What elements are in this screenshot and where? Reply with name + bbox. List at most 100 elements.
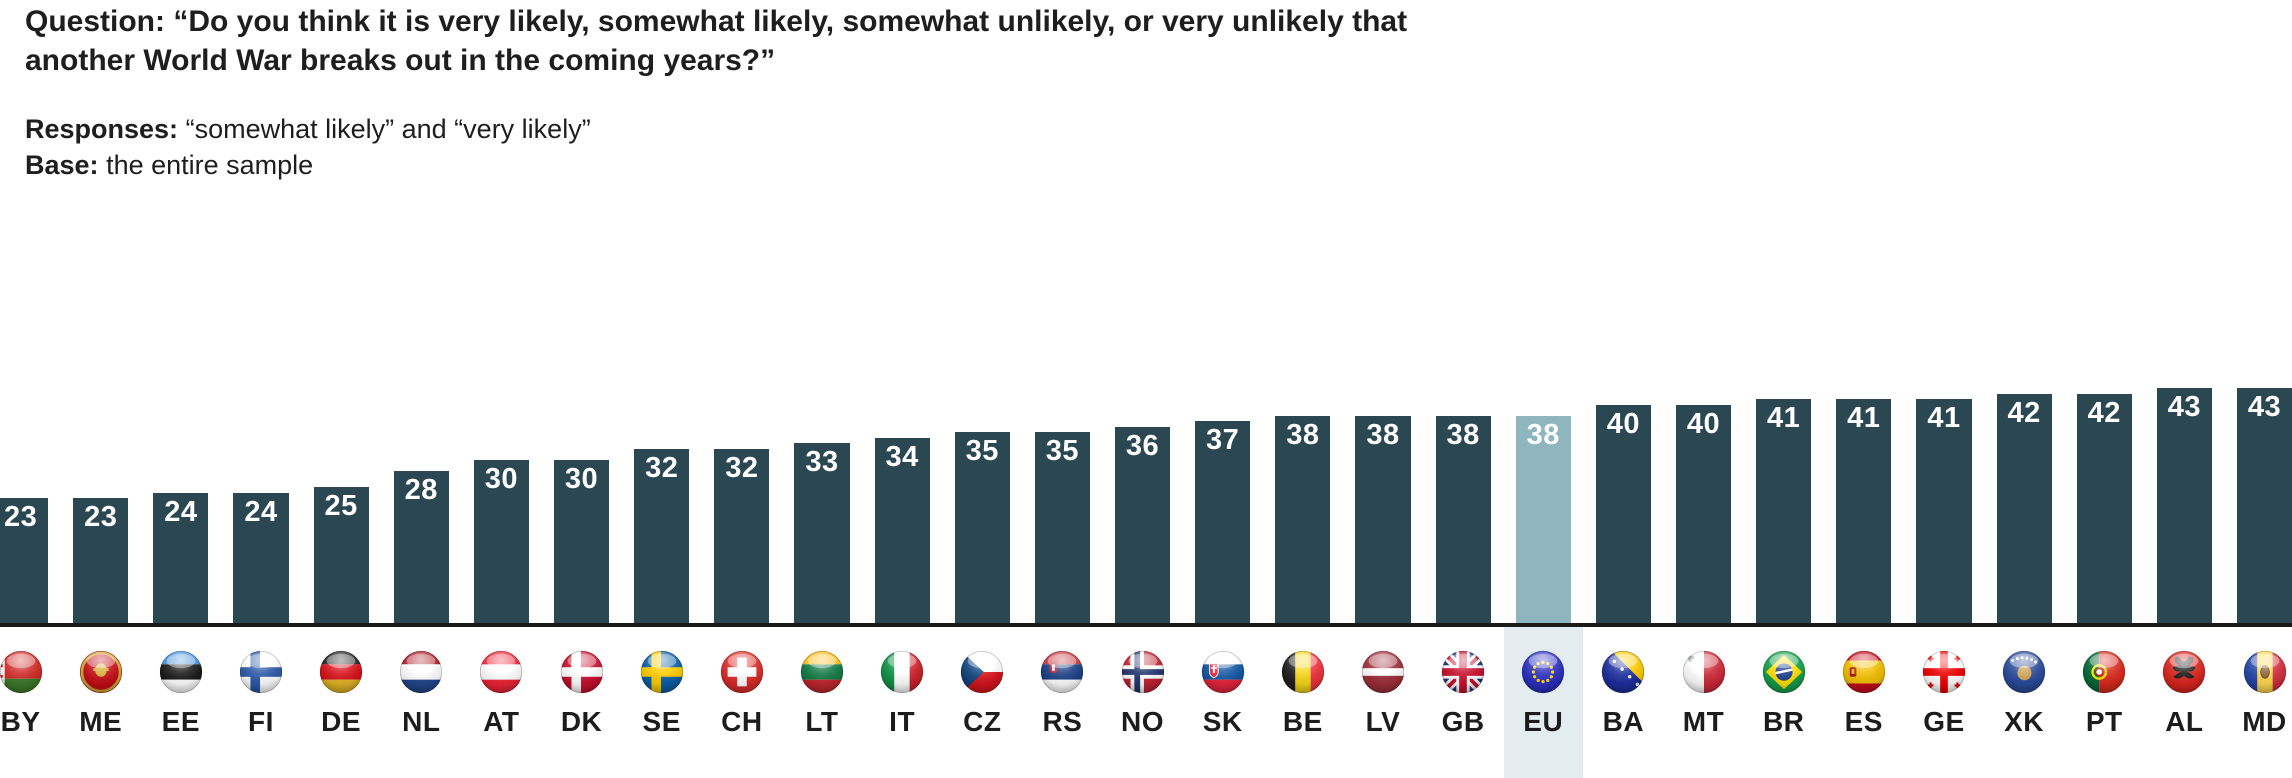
bar-value-label: 34 <box>885 441 919 473</box>
flag-zone <box>1916 625 1971 695</box>
country-code-label: PT <box>2085 706 2123 737</box>
bar-br: 41 <box>1756 399 1812 625</box>
country-code-label: BY <box>0 706 41 737</box>
chart-column-cz: 35 CZ <box>954 0 1010 778</box>
dk-flag-icon <box>559 649 605 695</box>
country-code-label: NO <box>1121 706 1165 737</box>
flag-zone <box>1836 625 1891 695</box>
bar-zone: 32 <box>714 0 770 625</box>
rs-flag-icon <box>1039 649 1085 695</box>
bar-zone: 41 <box>1756 0 1812 625</box>
bar-se: 32 <box>634 449 690 625</box>
chart-column-ge: 41 GE <box>1916 0 1972 778</box>
bar-zone: 23 <box>0 0 49 625</box>
chart-column-xk: 42 XK <box>1996 0 2052 778</box>
bar-nl: 28 <box>393 471 449 625</box>
bar-zone: 43 <box>2236 0 2292 625</box>
flag-zone <box>794 625 849 695</box>
bar-de: 25 <box>313 487 369 625</box>
al-flag-icon <box>2161 649 2207 695</box>
eu-flag-icon <box>1520 649 1566 695</box>
bar-zone: 41 <box>1916 0 1972 625</box>
chart-column-lv: 38 LV <box>1355 0 1411 778</box>
bar-zone: 28 <box>393 0 449 625</box>
chart-column-ee: 24 EE <box>153 0 209 778</box>
country-code-label: EE <box>161 706 201 737</box>
chart-column-it: 34 IT <box>874 0 930 778</box>
chart-column-eu: 38 EU <box>1503 0 1583 778</box>
bar-value-label: 24 <box>164 496 198 528</box>
flag-zone <box>1676 625 1731 695</box>
bar-zone: 38 <box>1355 0 1411 625</box>
chart-column-br: 41 BR <box>1756 0 1812 778</box>
header: Question: “Do you think it is very likel… <box>25 2 1525 183</box>
bar-ch: 32 <box>714 449 770 625</box>
bar-value-label: 41 <box>1767 402 1801 434</box>
chart-column-rs: 35 RS <box>1034 0 1090 778</box>
bar-zone: 30 <box>553 0 610 625</box>
country-code-label: AT <box>483 706 520 737</box>
nl-flag-icon <box>398 649 444 695</box>
flag-zone <box>1115 625 1170 695</box>
flag-zone <box>474 625 529 695</box>
country-code-label: GB <box>1441 706 1485 737</box>
bar-value-label: 24 <box>244 496 278 528</box>
country-code-label: ES <box>1844 706 1883 737</box>
country-code-label: SK <box>1202 706 1243 737</box>
bar-lv: 38 <box>1355 416 1411 625</box>
responses-text: “somewhat likely” and “very likely” <box>185 114 591 144</box>
cz-flag-icon <box>959 649 1005 695</box>
bar-no: 36 <box>1114 427 1171 625</box>
bar-zone: 42 <box>1996 0 2052 625</box>
bar-value-label: 43 <box>2247 391 2282 423</box>
flag-zone <box>1436 625 1491 695</box>
bar-zone: 24 <box>153 0 209 625</box>
bar-value-label: 41 <box>1927 402 1961 434</box>
br-flag-icon <box>1761 649 1807 695</box>
bar-zone: 37 <box>1195 0 1251 625</box>
bar-zone: 24 <box>233 0 289 625</box>
chart-column-be: 38 BE <box>1275 0 1331 778</box>
bar-value-label: 36 <box>1125 430 1160 462</box>
flag-zone <box>634 625 689 695</box>
country-code-label: MD <box>2242 706 2287 737</box>
bar-eu: 38 <box>1515 416 1571 625</box>
bar-value-label: 38 <box>1286 419 1320 451</box>
bar-sk: 37 <box>1195 421 1251 625</box>
bar-value-label: 33 <box>805 446 839 478</box>
chart-column-ch: 32 CH <box>714 0 770 778</box>
bar-dk: 30 <box>553 460 610 625</box>
it-flag-icon <box>879 649 925 695</box>
country-code-label: DK <box>560 706 603 737</box>
lt-flag-icon <box>799 649 845 695</box>
by-flag-icon <box>0 649 44 695</box>
se-flag-icon <box>639 649 685 695</box>
mt-flag-icon <box>1681 649 1727 695</box>
bar-al: 43 <box>2156 388 2212 625</box>
bar-ba: 40 <box>1595 405 1651 625</box>
flag-zone <box>554 625 609 695</box>
bar-zone: 30 <box>473 0 529 625</box>
bar-value-label: 43 <box>2167 391 2201 423</box>
bar-zone: 40 <box>1675 0 1732 625</box>
responses-label: Responses: <box>25 114 179 144</box>
chart-column-de: 25 DE <box>313 0 369 778</box>
responses-line: Responses: “somewhat likely” and “very l… <box>25 111 1525 147</box>
bar-by: 23 <box>0 498 49 625</box>
flag-zone <box>875 625 930 695</box>
bar-xk: 42 <box>1996 394 2052 625</box>
chart-column-no: 36 NO <box>1114 0 1171 778</box>
country-code-label: IT <box>889 706 916 737</box>
country-code-label: BR <box>1762 706 1805 737</box>
country-code-label: BE <box>1282 706 1323 737</box>
bar-pt: 42 <box>2076 394 2132 625</box>
country-code-label: FI <box>248 706 274 737</box>
flag-zone <box>233 625 288 695</box>
be-flag-icon <box>1280 649 1326 695</box>
bar-at: 30 <box>473 460 529 625</box>
country-code-label: CZ <box>963 706 1002 737</box>
bar-value-label: 23 <box>3 501 38 533</box>
bar-zone: 40 <box>1595 0 1651 625</box>
